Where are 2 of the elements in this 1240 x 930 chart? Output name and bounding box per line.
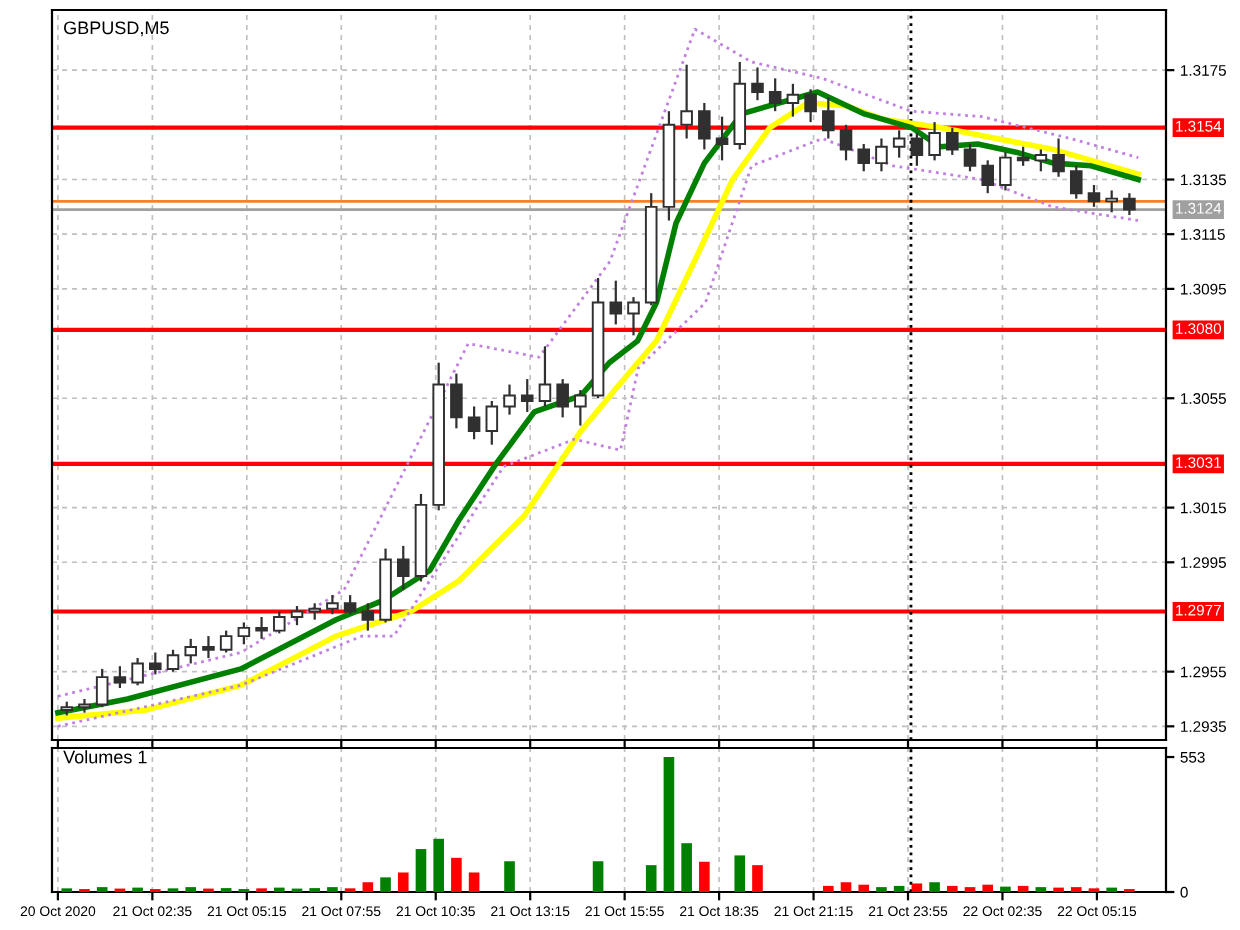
chart-title: Volumes 1 bbox=[63, 750, 147, 764]
text: GBPUSD,M5 bbox=[64, 21, 169, 37]
